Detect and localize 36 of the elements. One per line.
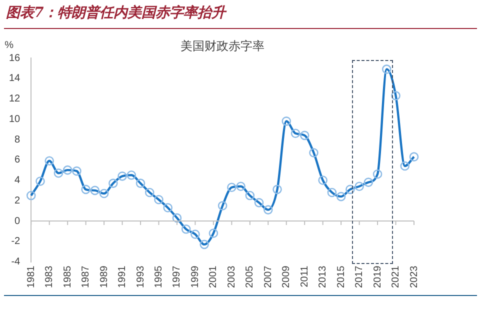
x-tick-label: 2009: [281, 265, 292, 288]
x-tick-label: 2007: [262, 265, 274, 288]
y-tick-label: 2: [14, 195, 21, 206]
x-tick-label: 2011: [299, 265, 310, 288]
x-tick-label: 2015: [336, 265, 347, 288]
chart-subtitle: 美国财政赤字率: [180, 39, 265, 53]
y-tick-label: -2: [11, 236, 21, 248]
x-tick-label: 2003: [226, 265, 238, 288]
x-tick-label: 1989: [98, 265, 110, 288]
x-tick-label: 1995: [154, 265, 164, 288]
y-tick-label: 14: [9, 73, 21, 84]
y-tick-label: 8: [14, 134, 21, 146]
y-tick-label: 6: [14, 154, 21, 166]
x-tick-label: 2017: [354, 265, 366, 288]
x-tick-label: 2005: [244, 265, 256, 288]
chart-title: 图表7：特朗普任内美国赤字率抬升: [6, 4, 226, 22]
x-tick-label: 1981: [26, 265, 37, 288]
y-tick-label: -4: [11, 256, 21, 268]
x-tick-label: 2013: [318, 265, 329, 288]
x-tick-label: 1993: [135, 265, 146, 288]
x-tick-label: 2001: [208, 265, 220, 288]
x-tick-label: 1987: [80, 265, 92, 288]
y-tick-label: 16: [9, 52, 21, 64]
x-tick-label: 1983: [44, 265, 56, 288]
y-tick-label: 10: [9, 114, 21, 125]
x-tick-label: 2023: [408, 265, 420, 288]
y-tick-label: 4: [14, 175, 21, 186]
x-tick-label: 1999: [190, 265, 201, 288]
x-tick-label: 2019: [372, 265, 384, 288]
x-tick-label: 1991: [117, 265, 128, 288]
x-tick-label: 2021: [390, 265, 402, 288]
x-tick-label: 1997: [172, 265, 183, 288]
y-axis-title: %: [4, 40, 14, 51]
x-tick-label: 1985: [62, 265, 74, 288]
y-tick-label: 12: [9, 94, 21, 104]
y-tick-label: 0: [14, 216, 21, 227]
